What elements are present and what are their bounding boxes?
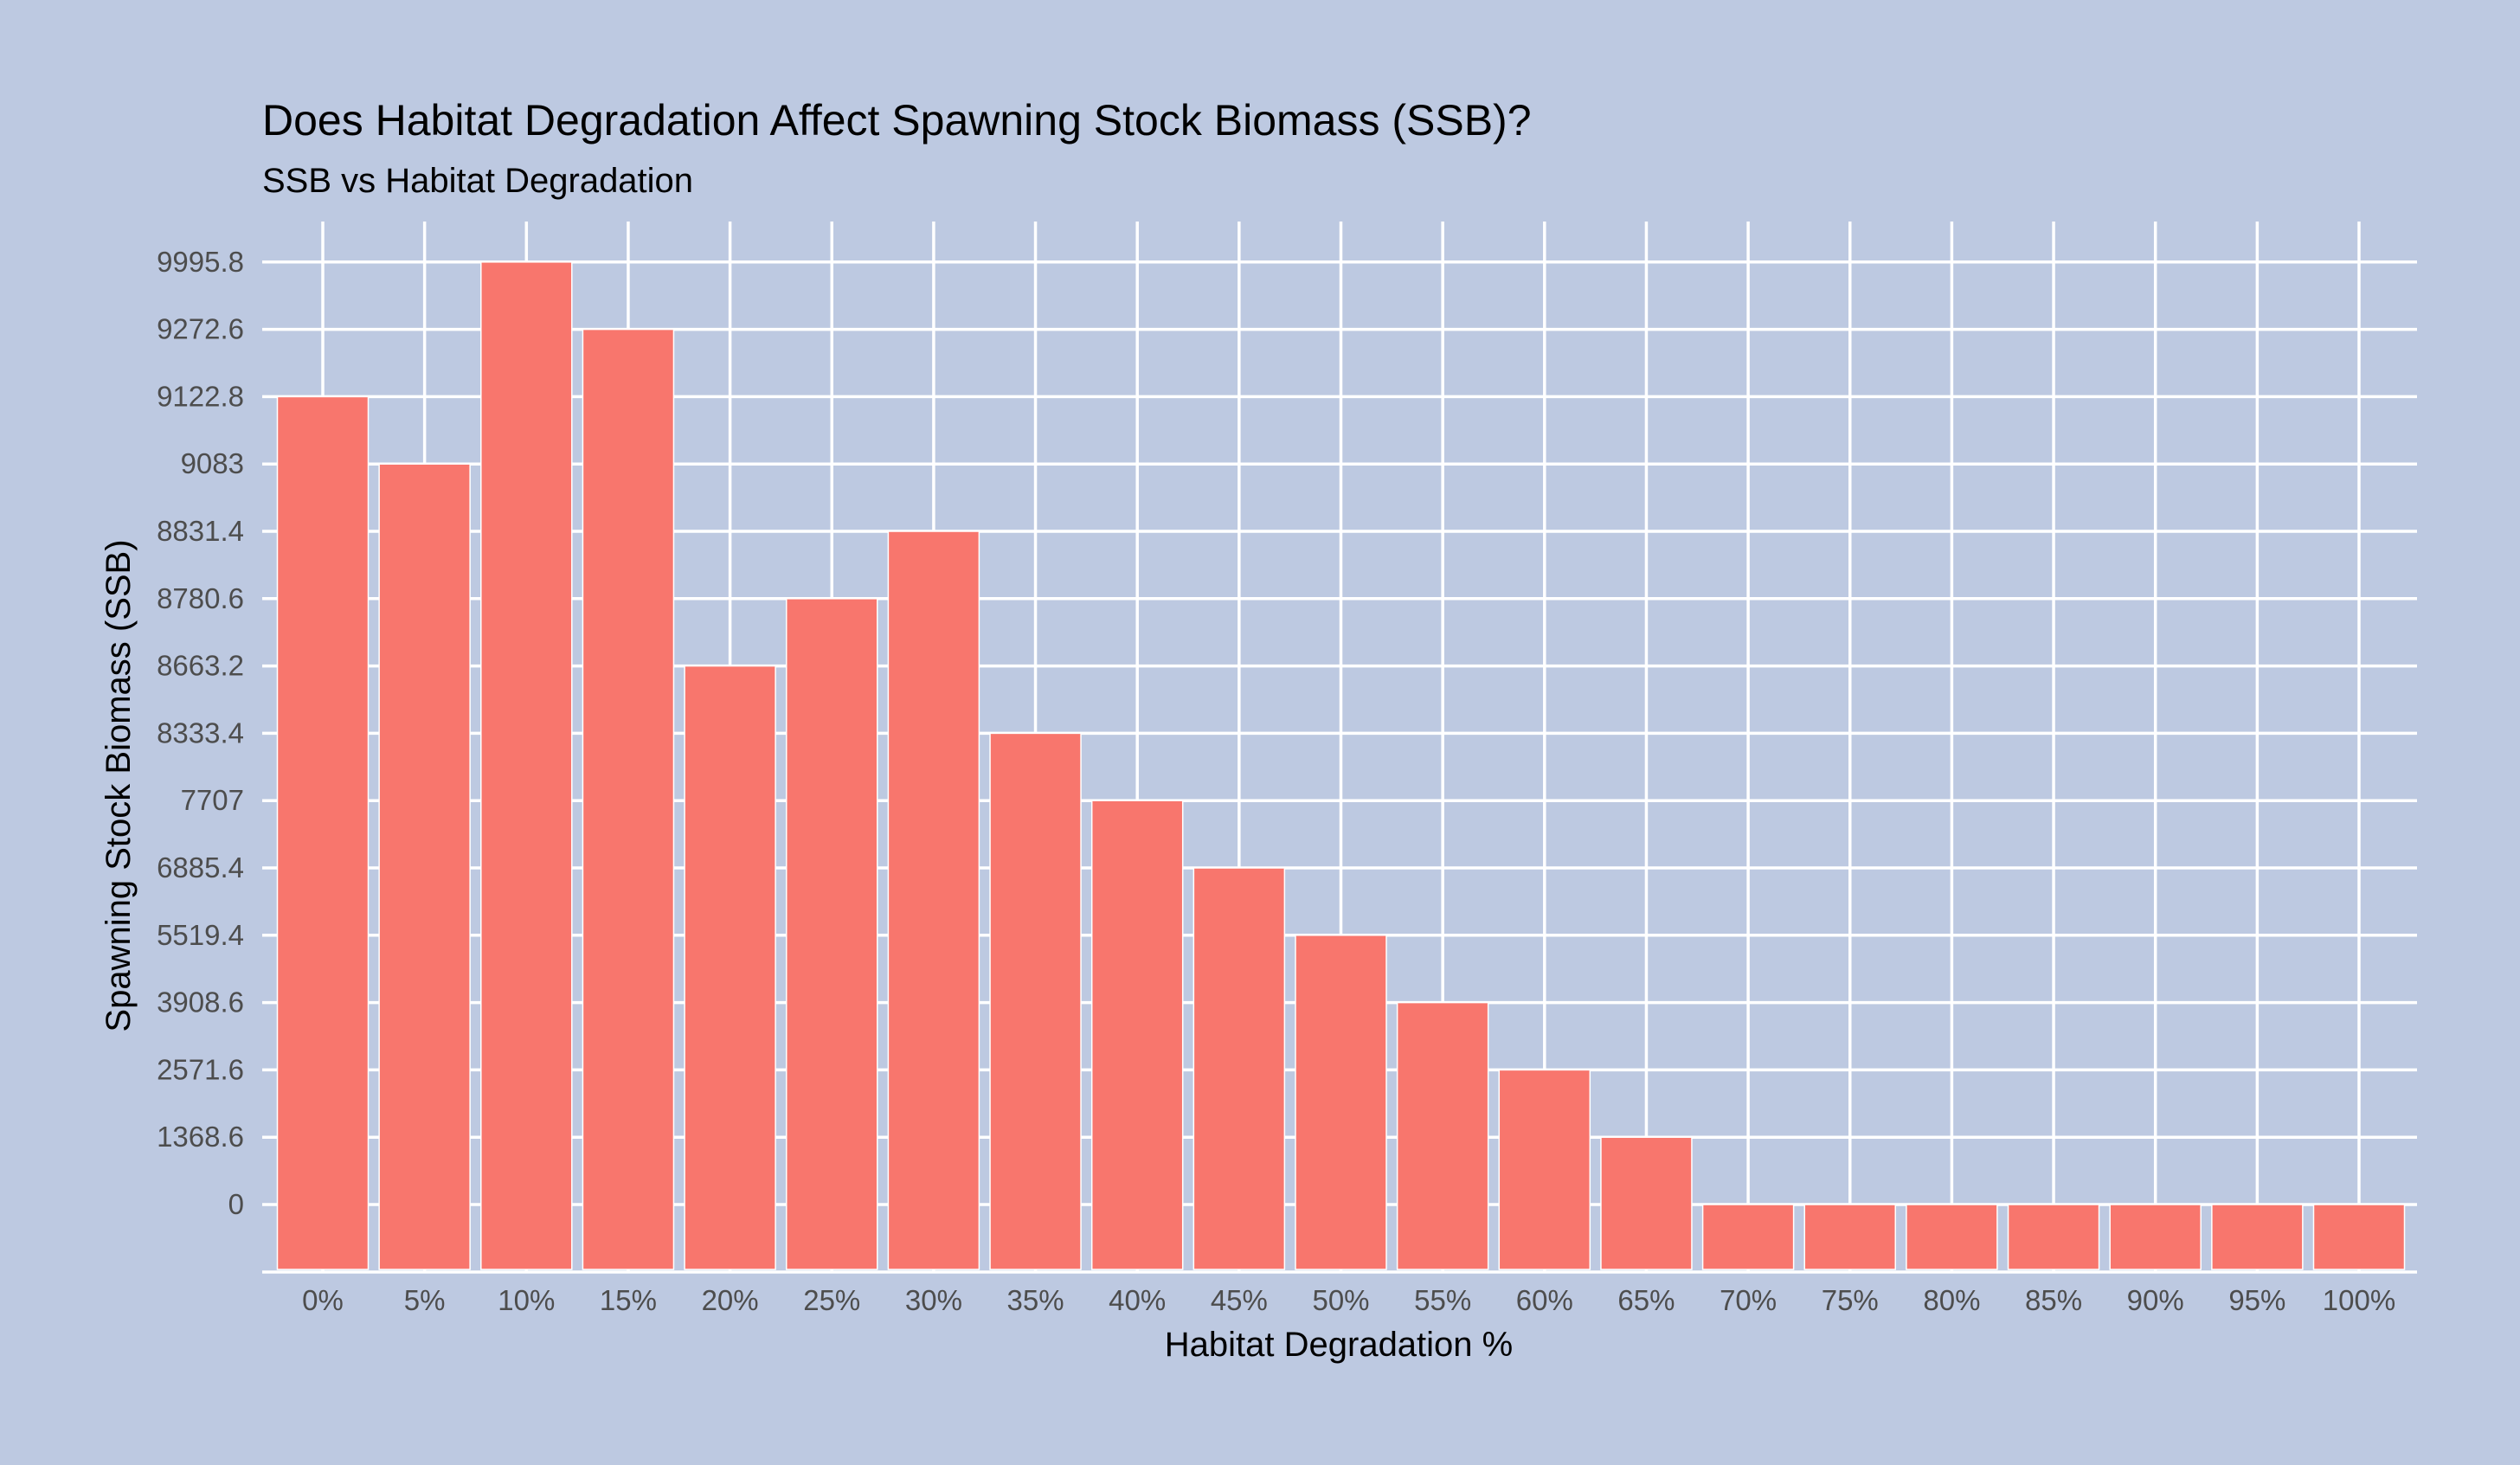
y-tick-label: 9083	[181, 447, 244, 479]
chart-title: Does Habitat Degradation Affect Spawning…	[262, 96, 1532, 145]
x-tick-label: 15%	[600, 1284, 657, 1316]
x-tick-label: 10%	[498, 1284, 555, 1316]
y-tick-label: 7707	[181, 784, 244, 816]
x-tick-label: 75%	[1822, 1284, 1879, 1316]
y-tick-label: 3908.6	[157, 986, 244, 1018]
y-tick-label: 8831.4	[157, 515, 244, 547]
bar-15pct	[582, 328, 675, 1270]
bar-20pct	[684, 665, 776, 1270]
x-tick-label: 90%	[2127, 1284, 2184, 1316]
y-tick-label: 6885.4	[157, 851, 244, 883]
y-tick-label: 8333.4	[157, 716, 244, 749]
x-tick-label: 85%	[2025, 1284, 2082, 1316]
y-tick-label: 8663.2	[157, 650, 244, 682]
x-tick-label: 35%	[1007, 1284, 1064, 1316]
bar-90pct	[2109, 1204, 2202, 1270]
y-tick-labels: 0 1368.6 2571.6 3908.6 5519.4 6885.4 7707 8333.…	[157, 246, 244, 1220]
x-tick-label: 50%	[1312, 1284, 1369, 1316]
y-tick-label: 9122.8	[157, 380, 244, 412]
bar-10pct	[480, 261, 573, 1270]
bar-65pct	[1600, 1136, 1693, 1270]
x-tick-label: 20%	[702, 1284, 759, 1316]
x-tick-label: 80%	[1923, 1284, 1980, 1316]
bar-55pct	[1396, 1001, 1489, 1270]
y-tick-label: 2571.6	[157, 1053, 244, 1085]
bar-70pct	[1701, 1204, 1795, 1270]
x-tick-label: 30%	[905, 1284, 962, 1316]
bar-85pct	[2007, 1204, 2100, 1270]
x-tick-label: 25%	[803, 1284, 860, 1316]
bar-45pct	[1192, 867, 1286, 1270]
y-tick-label: 9995.8	[157, 246, 244, 278]
y-tick-label: 5519.4	[157, 919, 244, 951]
x-tick-labels: 0% 5% 10% 15% 20% 25% 30% 35% 40% 45% 50% 55% 60% 65%…	[302, 1284, 2395, 1316]
bar-30pct	[887, 530, 980, 1270]
y-axis-title: Spawning Stock Biomass (SSB)	[100, 539, 138, 1031]
chart-subtitle: SSB vs Habitat Degradation	[262, 162, 693, 200]
y-tick-label: 9272.6	[157, 313, 244, 345]
bar-5pct	[378, 463, 471, 1270]
bar-60pct	[1498, 1069, 1591, 1270]
x-tick-label: 45%	[1211, 1284, 1268, 1316]
bar-40pct	[1090, 800, 1184, 1270]
x-axis-title: Habitat Degradation %	[1165, 1326, 1513, 1364]
x-tick-label: 100%	[2323, 1284, 2395, 1316]
x-tick-label: 95%	[2228, 1284, 2285, 1316]
bar-25pct	[786, 598, 878, 1270]
y-tick-label: 8780.6	[157, 582, 244, 614]
bar-100pct	[2312, 1204, 2406, 1270]
x-tick-label: 0%	[302, 1284, 344, 1316]
y-tick-label: 0	[228, 1188, 244, 1220]
x-tick-label: 70%	[1720, 1284, 1777, 1316]
bar-80pct	[1906, 1204, 1998, 1270]
x-tick-label: 5%	[404, 1284, 446, 1316]
x-tick-label: 65%	[1617, 1284, 1675, 1316]
x-tick-label: 55%	[1414, 1284, 1471, 1316]
bar-35pct	[989, 732, 1082, 1270]
bar-95pct	[2211, 1204, 2304, 1270]
x-tick-label: 60%	[1516, 1284, 1573, 1316]
bar-75pct	[1803, 1204, 1896, 1270]
bar-50pct	[1295, 935, 1387, 1270]
bar-0pct	[276, 395, 370, 1270]
bars	[276, 261, 2406, 1270]
y-tick-label: 1368.6	[157, 1121, 244, 1153]
x-tick-label: 40%	[1109, 1284, 1166, 1316]
